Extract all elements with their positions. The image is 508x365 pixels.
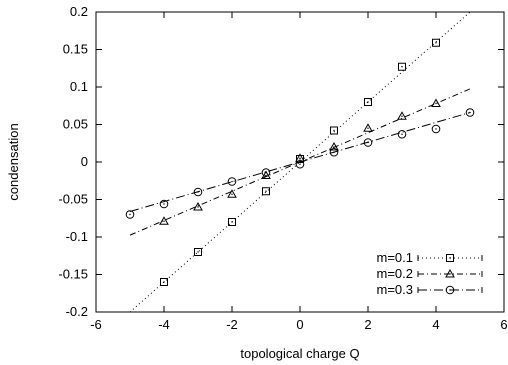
x-tick-label: 2: [364, 317, 371, 332]
data-point: [295, 153, 305, 162]
y-tick-label: -0.1: [66, 229, 88, 244]
data-point: [431, 98, 441, 107]
data-point: [194, 248, 202, 256]
legend-marker: [446, 254, 454, 262]
y-axis-label: condensation: [6, 123, 21, 200]
y-tick-label: -0.15: [58, 267, 88, 282]
data-point: [262, 187, 270, 196]
data-point: [160, 278, 168, 286]
data-point: [193, 187, 203, 197]
data-point: [295, 159, 305, 169]
y-tick-label: -0.05: [58, 192, 88, 207]
legend-label: m=0.2: [377, 266, 414, 281]
series-layer: [125, 12, 475, 312]
y-tick-label: 0.15: [63, 42, 88, 57]
data-point: [125, 210, 135, 219]
data-point: [364, 98, 372, 106]
legend-label: m=0.3: [377, 282, 414, 297]
data-point: [227, 189, 237, 198]
x-axis-label: topological charge Q: [240, 346, 359, 361]
data-point: [363, 123, 373, 132]
data-point: [432, 38, 440, 47]
data-point: [397, 129, 407, 139]
data-point: [261, 168, 271, 177]
data-point: [329, 141, 339, 151]
data-point: [329, 147, 339, 157]
data-point: [465, 108, 475, 117]
data-point: [330, 126, 338, 135]
y-tick-label: 0: [81, 154, 88, 169]
y-tick-label: 0.1: [70, 79, 88, 94]
data-point: [397, 111, 407, 120]
y-tick-label: 0.05: [63, 117, 88, 132]
data-point: [398, 62, 406, 71]
x-tick-label: 6: [500, 317, 507, 332]
y-tick-label: -0.2: [66, 304, 88, 319]
data-point: [431, 124, 441, 134]
data-point: [159, 216, 169, 225]
data-point: [363, 138, 373, 147]
fit-line: [129, 112, 471, 212]
x-tick-label: -2: [226, 317, 238, 332]
data-point: [159, 199, 169, 209]
series-m-0-1: [129, 12, 471, 312]
x-tick-label: -6: [90, 317, 102, 332]
data-point: [227, 177, 237, 186]
data-point: [228, 218, 236, 226]
legend-marker: [445, 268, 455, 278]
legend: m=0.1m=0.2m=0.3: [377, 250, 483, 297]
data-point: [193, 201, 203, 211]
x-tick-label: 4: [432, 317, 439, 332]
legend-marker: [445, 285, 455, 295]
legend-label: m=0.1: [377, 250, 414, 265]
x-tick-label: -4: [158, 317, 170, 332]
y-tick-label: 0.2: [70, 4, 88, 19]
series-m-0-3: [125, 108, 475, 219]
x-tick-label: 0: [296, 317, 303, 332]
axis-ticks: -6 -4 -2 0 2 4 6 -0.2 -0.15 -0.1 -0.05 0 0.05 0.1 0.15…: [58, 4, 507, 332]
